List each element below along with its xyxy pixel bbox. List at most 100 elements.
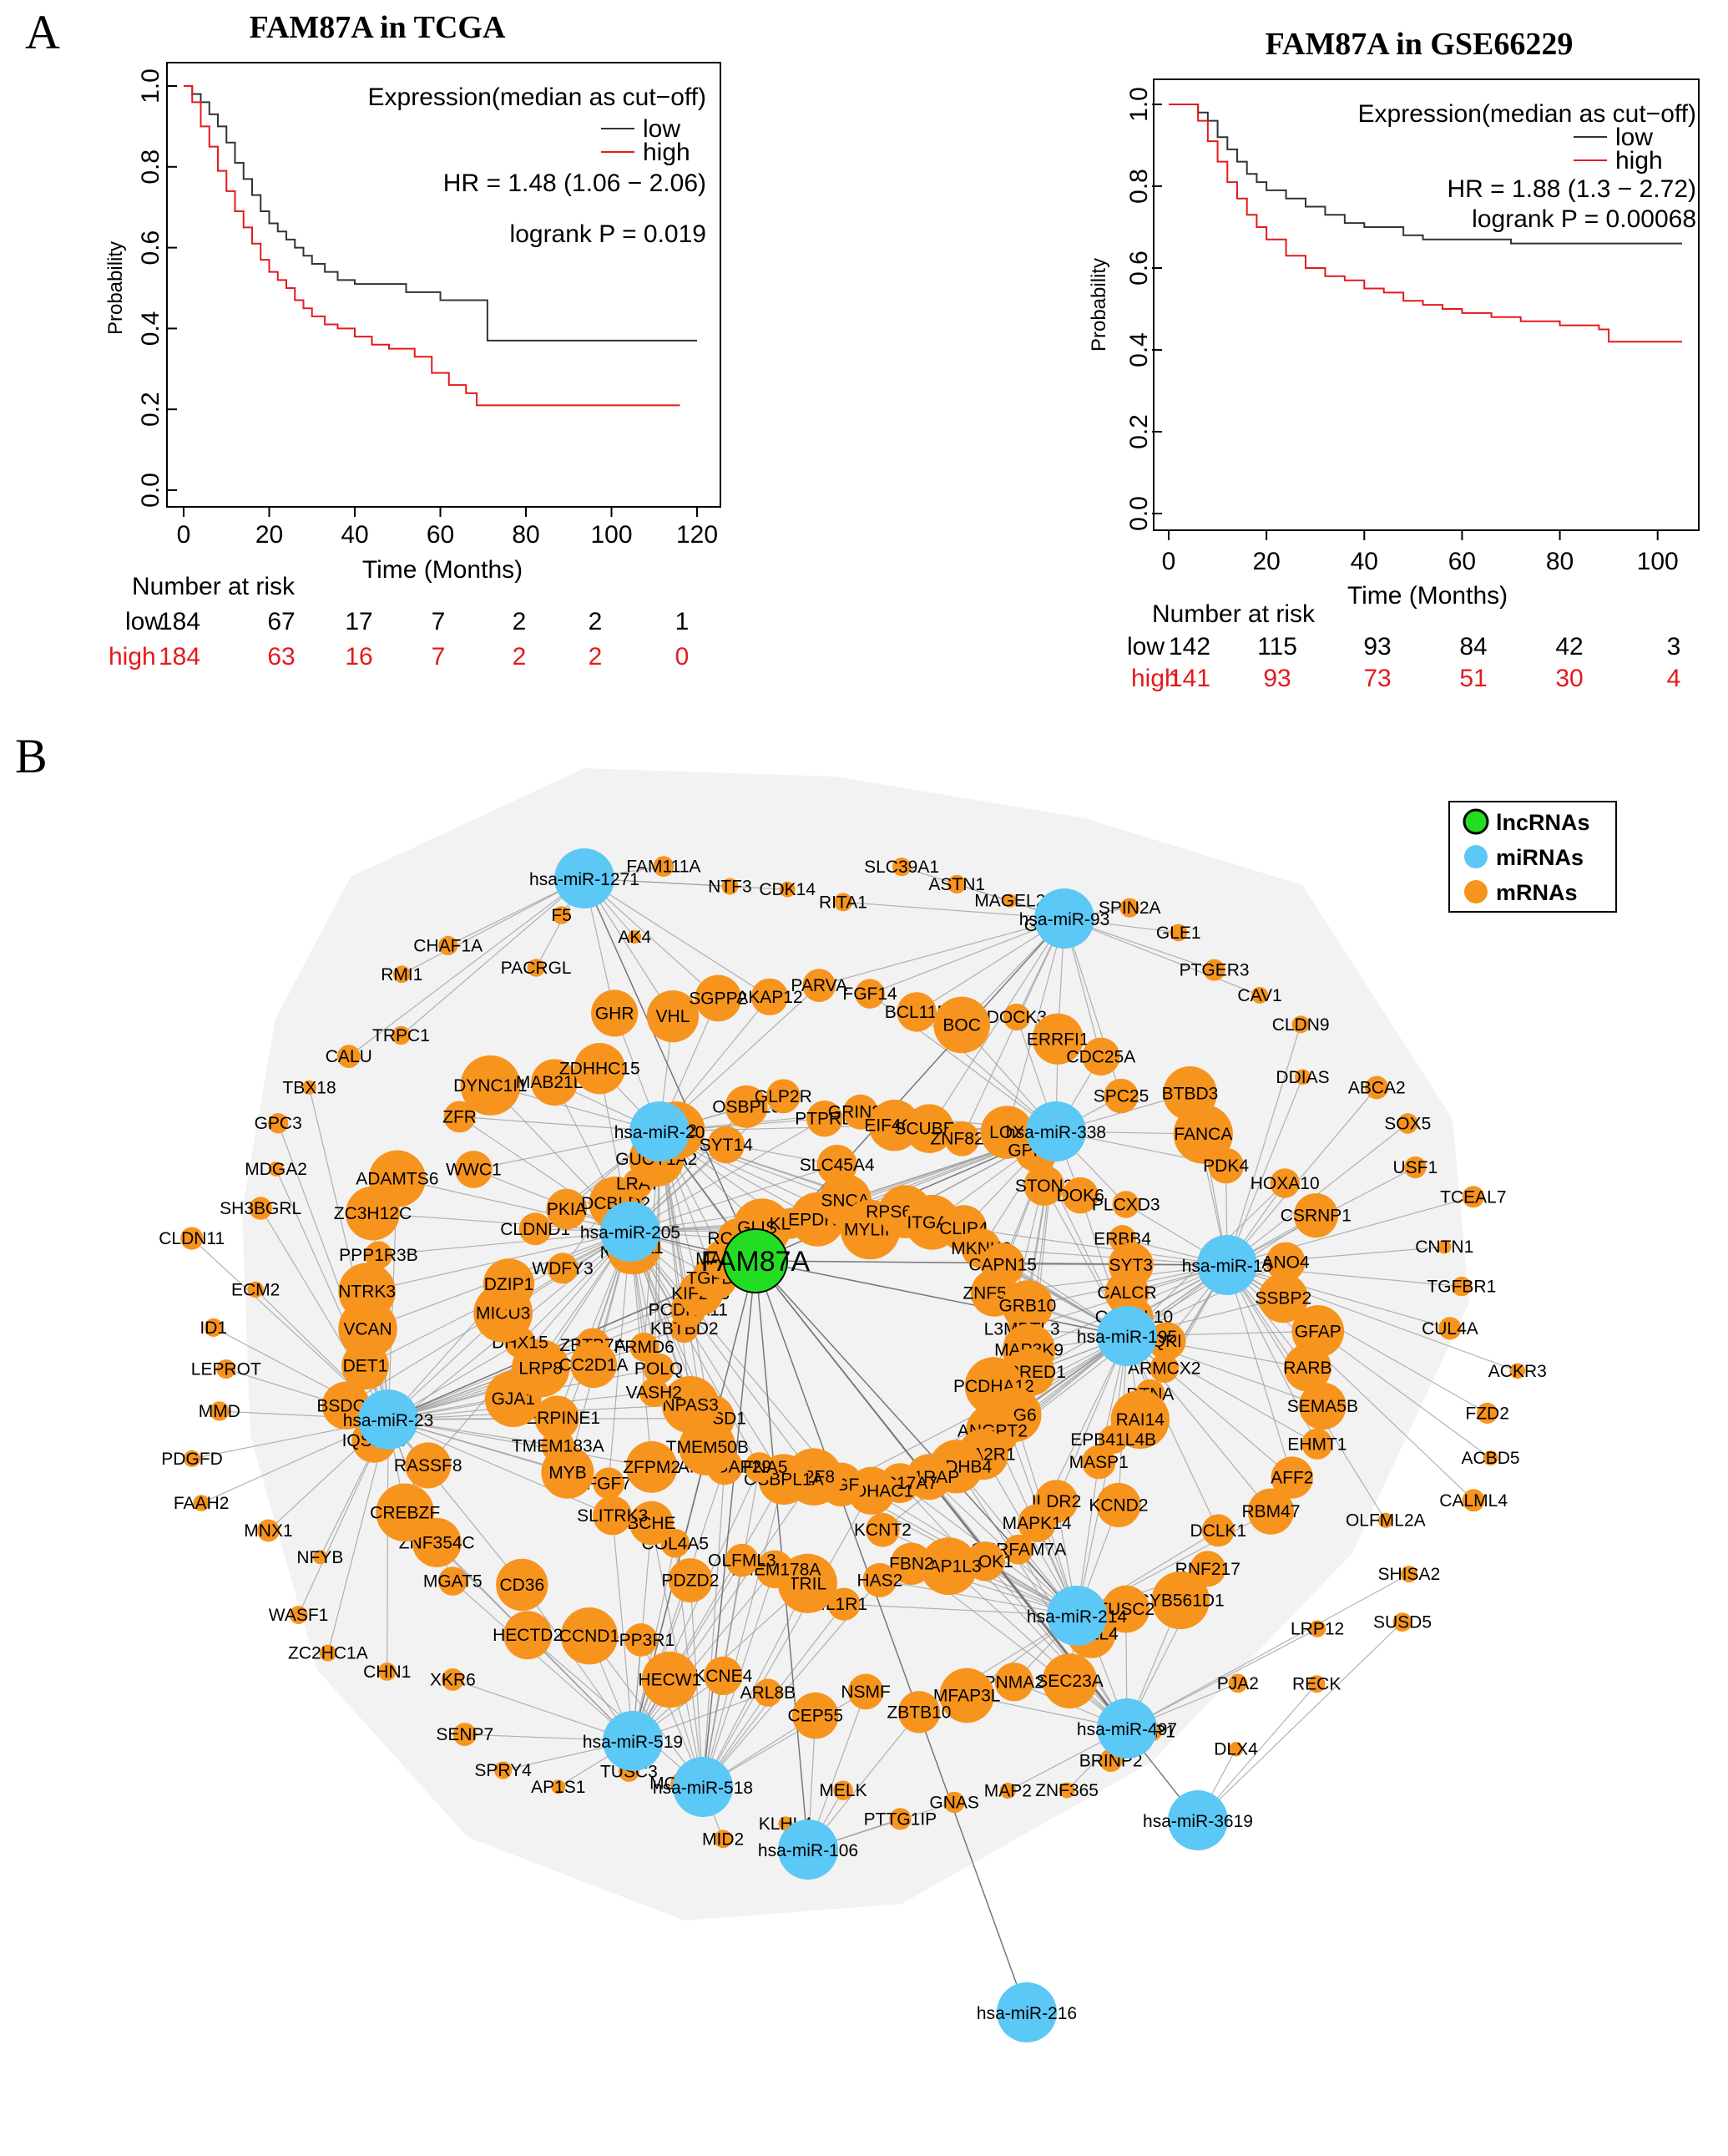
mrna-label: AFF2 [1271,1469,1313,1488]
mrna-label: ZFPM2 [623,1458,680,1477]
mrna-node [1119,898,1139,918]
mrna-label: EPB41L4B [1070,1430,1156,1450]
mrna-node [1295,1069,1311,1086]
risk-row-high-label: high [1131,665,1179,692]
mrna-node [377,1662,397,1681]
network-edge [702,1466,725,1788]
mrna-label: EFNA5 [731,1458,788,1477]
mrna-node [643,1353,675,1384]
mrna-label: GNAS [929,1793,979,1812]
mrna-label: PNMA2 [984,1673,1044,1692]
km-plot-tcga: FAM87A in TCGA Probability Time (Months)… [104,10,721,671]
mrna-node [321,1381,371,1430]
mrna-label: ADAMTS6 [356,1170,438,1189]
risk-value-high: 16 [345,643,372,671]
mrna-node [847,1673,884,1710]
mrna-node [368,1150,426,1207]
risk-value-high: 2 [589,643,603,671]
y-tick-label: 0.8 [137,149,164,185]
mrna-node [289,1606,308,1624]
mrna-label: HAS2 [856,1571,902,1590]
mrna-node [573,1043,625,1095]
mrna-label: ID1 [200,1318,227,1338]
mrna-label: WDFY3 [532,1259,594,1278]
mrna-node [1170,924,1188,942]
mrna-node [695,974,742,1022]
mrna-node [833,1780,853,1801]
mrna-node [527,959,545,977]
network-edge [963,1227,1228,1266]
mrna-label: GLE1 [1156,924,1201,943]
mirna-node [603,1711,663,1771]
mrna-node [897,1691,941,1733]
network-edge [928,1476,1078,1617]
network-edge [842,901,1065,919]
mrna-node [1147,1322,1186,1360]
risk-value-low: 93 [1363,633,1391,660]
mrna-node [1149,1354,1180,1384]
mrna-node [1437,1239,1452,1254]
mrna-label: CHN1 [363,1663,411,1682]
mirna-label: hsa-miR-519 [583,1733,683,1752]
mrna-node [1392,1612,1412,1632]
mrna-node [1099,1425,1128,1455]
mrna-node [1201,1514,1235,1547]
y-tick-label: 0.4 [137,311,164,347]
risk-value-low: 17 [345,608,372,635]
mrna-node [593,1467,625,1500]
mrna-label: PTTG1IP [864,1809,937,1829]
mrna-label: RMI1 [381,965,422,984]
mrna-node [1258,1273,1308,1323]
mrna-label: ARMCX2 [1128,1359,1201,1379]
mrna-label: ZC2HC1A [288,1644,368,1663]
mirna-node [673,1757,733,1817]
network-edge [869,918,1065,994]
mrna-label: ARL8B [740,1683,796,1703]
network-edge [527,1634,704,1788]
mrna-node [437,1566,467,1596]
y-axis-label: Probability [1088,258,1110,352]
mrna-label: NTF3 [708,878,752,897]
mirna-node [778,1819,838,1880]
risk-value-high: 184 [159,643,200,671]
mrna-node [704,1656,743,1695]
mrna-node [1270,1168,1300,1198]
mrna-node [981,1242,1025,1287]
mirna-node [1197,1235,1257,1295]
mrna-node [257,1519,280,1542]
network-edge [1226,1087,1377,1266]
mrna-label: DOK6 [1057,1187,1104,1206]
mrna-label: DLX4 [1214,1740,1258,1759]
mrna-label: POLQ [634,1359,683,1379]
network-edge [702,1490,872,1788]
mirna-label: hsa-miR-20 [614,1123,705,1142]
network-edge [452,1678,634,1742]
mrna-label: PLCXD3 [1092,1195,1160,1214]
mirna-node [1026,1101,1086,1162]
mrna-label: TMEM183A [512,1436,604,1455]
mrna-label: ECM2 [231,1280,280,1299]
mrna-node [714,1830,733,1849]
risk-value-high: 63 [267,643,295,671]
mrna-label: FRMD6 [614,1338,674,1357]
network-edge [819,918,1065,986]
mrna-node [1301,1428,1333,1460]
mrna-label: LRP8 [518,1359,563,1379]
y-tick-label: 0.8 [1125,169,1153,204]
mrna-node [1003,893,1017,908]
mrna-label: OSBPL6 [712,1097,781,1116]
mrna-legend-dot [1464,880,1488,903]
mrna-label: ANO4 [1261,1253,1310,1272]
mrna-node [441,1668,464,1691]
mrna-node [534,1395,579,1440]
legend-high-label: high [1615,147,1663,175]
network-edge [1126,1335,1219,1531]
mrna-label: SPIN2A [1099,898,1161,918]
legend-title: Expression(median as cut−off) [368,84,706,111]
mrna-label: TUSC2 [1097,1600,1155,1619]
mrna-node [1003,1534,1033,1565]
y-tick-label: 0.0 [1125,496,1153,531]
mirna-label: hsa-miR-195 [1077,1328,1177,1347]
mrna-node [1112,1191,1140,1218]
network-edge [387,1419,568,1473]
